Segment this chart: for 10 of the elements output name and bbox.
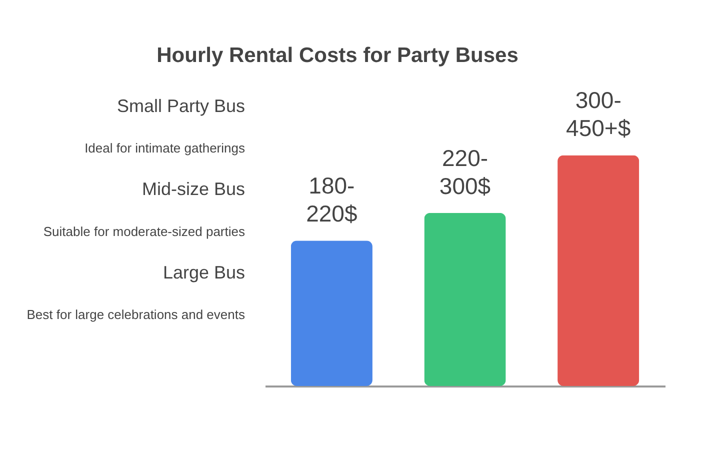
annotation: 220-300$ xyxy=(439,144,491,199)
annotation: 180-220$ xyxy=(306,172,358,227)
text: Large Bus xyxy=(162,262,245,282)
chart-title: Hourly Rental Costs for Party Buses xyxy=(156,44,518,67)
text: Best for large celebrations and events xyxy=(26,307,246,322)
text: Small Party Bus xyxy=(116,96,245,116)
annotation: 300-450+$ xyxy=(566,87,631,142)
text: Suitable for moderate-sized parties xyxy=(43,224,246,239)
text: Ideal for intimate gatherings xyxy=(84,140,246,156)
text: Mid-size Bus xyxy=(142,179,245,200)
